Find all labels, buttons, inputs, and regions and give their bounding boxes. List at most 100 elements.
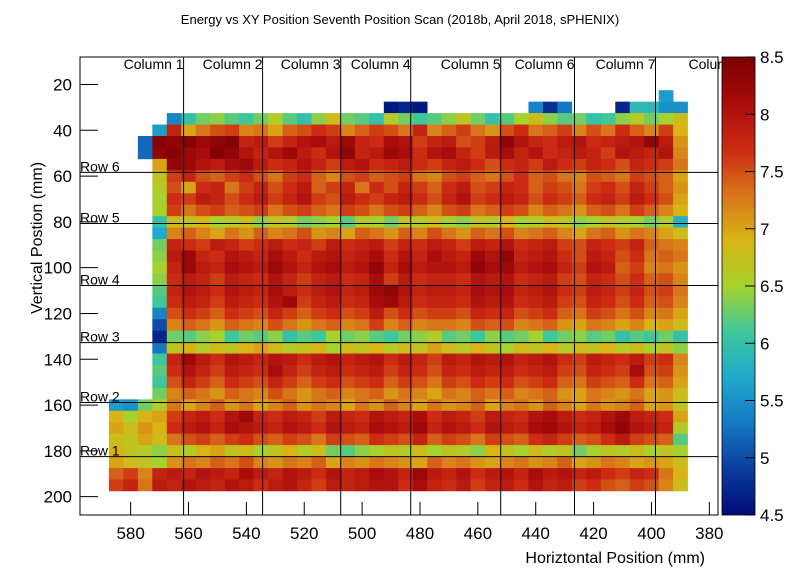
heatmap-cell	[340, 387, 356, 400]
heatmap-cell	[166, 193, 182, 206]
heatmap-cell	[456, 296, 471, 309]
heatmap-cell	[325, 250, 341, 263]
heatmap-cell	[224, 124, 240, 137]
heatmap-cell	[398, 124, 414, 137]
heatmap-cell	[514, 479, 529, 492]
heatmap-cell	[600, 479, 616, 492]
heatmap-cell	[485, 113, 500, 125]
heatmap-cell	[514, 227, 529, 240]
heatmap-cell	[673, 158, 688, 171]
heatmap-cell	[412, 124, 428, 137]
heatmap-cell	[470, 136, 486, 148]
heatmap-cell	[514, 273, 529, 286]
heatmap-cell	[166, 239, 182, 251]
heatmap-cell	[239, 330, 254, 343]
heatmap-cell	[181, 353, 197, 366]
heatmap-cell	[340, 307, 356, 320]
heatmap-cell	[152, 307, 168, 320]
heatmap-cell	[369, 319, 385, 331]
heatmap-cell	[311, 422, 327, 435]
heatmap-cell	[412, 479, 428, 492]
heatmap-cell	[629, 376, 645, 389]
heatmap-cell	[499, 204, 515, 217]
heatmap-cell	[340, 113, 356, 125]
heatmap-cell	[253, 353, 269, 366]
heatmap-cell	[673, 227, 688, 240]
heatmap-cell	[456, 365, 471, 377]
heatmap-cell	[485, 284, 500, 297]
heatmap-cell	[586, 250, 602, 263]
heatmap-cell	[311, 136, 327, 148]
heatmap-cell	[383, 158, 399, 171]
heatmap-cell	[340, 136, 356, 148]
heatmap-cell	[600, 468, 616, 480]
heatmap-cell	[282, 410, 298, 423]
heatmap-cell	[166, 342, 182, 354]
heatmap-cell	[644, 181, 659, 194]
heatmap-cell	[600, 239, 616, 251]
heatmap-cell	[369, 330, 385, 343]
heatmap-cell	[369, 227, 385, 240]
heatmap-cell	[629, 330, 645, 343]
heatmap-cell	[427, 433, 442, 446]
heatmap-cell	[297, 410, 312, 423]
heatmap-cell	[325, 273, 341, 286]
heatmap-cell	[253, 124, 269, 137]
heatmap-cell	[210, 422, 225, 435]
heatmap-cell	[268, 422, 283, 435]
heatmap-cell	[571, 136, 587, 148]
heatmap-cell	[600, 147, 616, 160]
heatmap-cell	[528, 181, 544, 194]
heatmap-cell	[644, 250, 659, 263]
heatmap-cell	[210, 376, 225, 389]
heatmap-cell	[557, 387, 573, 400]
heatmap-cell	[383, 342, 399, 354]
overlay: Column 1 Column 2 Column 3 Column 4 Column 5…	[44, 48, 784, 543]
heatmap-cell	[282, 433, 298, 446]
heatmap-cell	[224, 284, 240, 297]
heatmap-cell	[629, 296, 645, 309]
heatmap-cell	[586, 410, 602, 423]
heatmap-cell	[224, 399, 240, 412]
heatmap-cell	[427, 353, 442, 366]
heatmap-cell	[195, 181, 211, 194]
heatmap-cell	[224, 147, 240, 160]
heatmap-cell	[644, 158, 659, 171]
heatmap-cell	[195, 239, 211, 251]
heatmap-cell	[181, 227, 197, 240]
heatmap-cell	[615, 273, 631, 286]
heatmap-cell	[253, 387, 269, 400]
heatmap-cell	[485, 124, 500, 137]
heatmap-cell	[152, 124, 168, 137]
chart-title: Energy vs XY Position Seventh Position S…	[181, 12, 619, 27]
heatmap-cell	[239, 193, 254, 206]
heatmap-cell	[282, 342, 298, 354]
heatmap-cell	[644, 433, 659, 446]
heatmap-cell	[673, 204, 688, 217]
heatmap-cell	[166, 307, 182, 320]
heatmap-cell	[297, 216, 312, 228]
row-label: Row 2	[80, 389, 120, 405]
heatmap-cell	[644, 410, 659, 423]
heatmap-cell	[528, 410, 544, 423]
heatmap-cell	[340, 456, 356, 469]
heatmap-cell	[210, 158, 225, 171]
heatmap-cell	[195, 193, 211, 206]
heatmap-cell	[325, 170, 341, 183]
heatmap-cell	[340, 479, 356, 492]
heatmap-cell	[499, 113, 515, 125]
heatmap-cell	[615, 216, 631, 228]
heatmap-cell	[412, 136, 428, 148]
heatmap-cell	[586, 216, 602, 228]
heatmap-cell	[398, 307, 414, 320]
heatmap-cell	[340, 445, 356, 457]
heatmap-cell	[210, 456, 225, 469]
heatmap-cell	[658, 296, 674, 309]
heatmap-cell	[629, 193, 645, 206]
heatmap-cell	[297, 468, 312, 480]
heatmap-cell	[615, 422, 631, 435]
heatmap-cell	[383, 284, 399, 297]
heatmap-cell	[615, 468, 631, 480]
heatmap-cell	[224, 250, 240, 263]
heatmap-cell	[600, 124, 616, 137]
